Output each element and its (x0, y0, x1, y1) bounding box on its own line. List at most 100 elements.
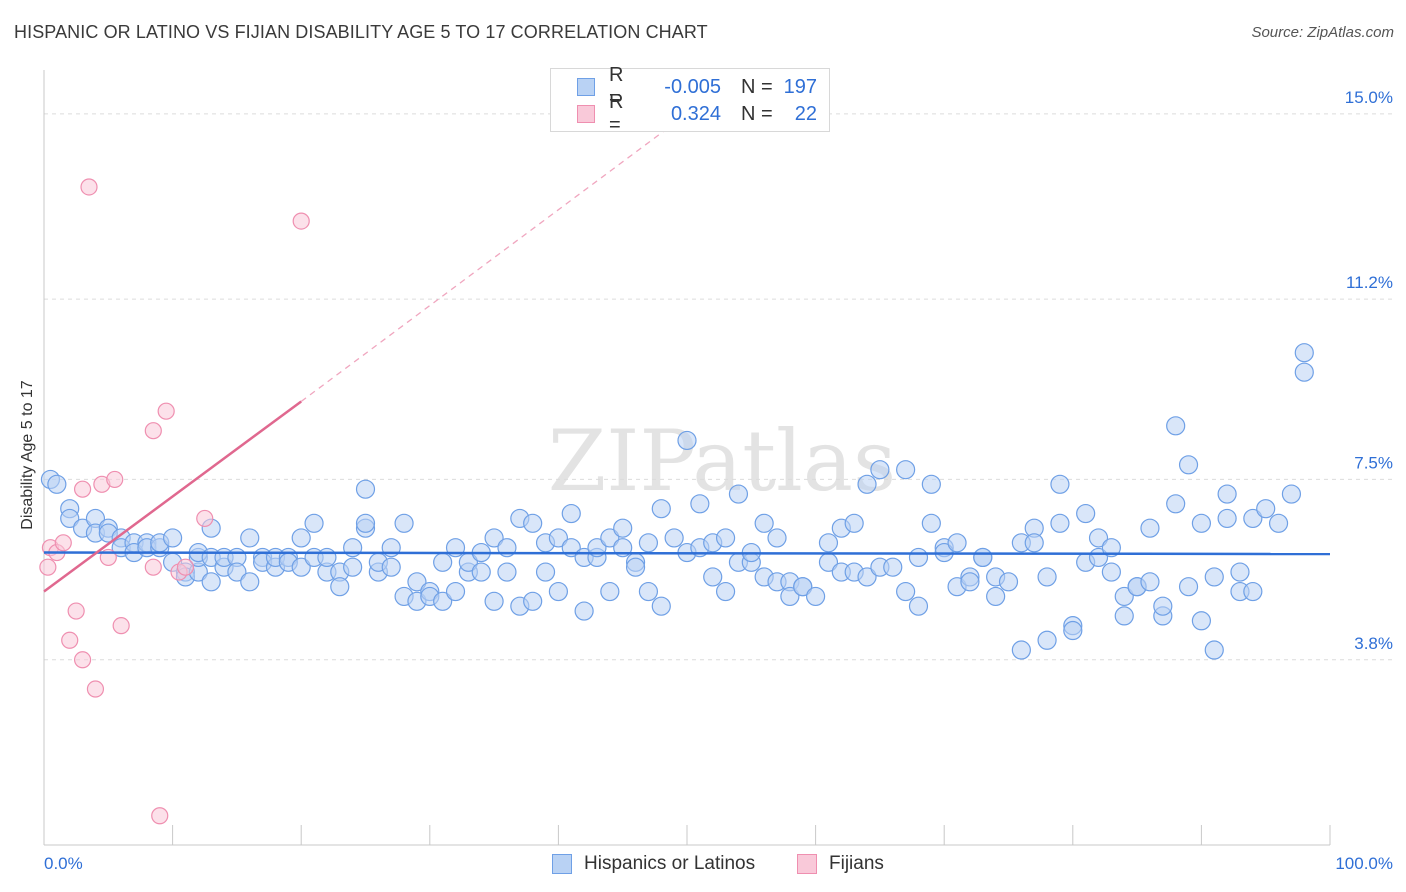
fijian-trend-extension (300, 113, 688, 402)
hispanic-point (857, 474, 877, 494)
hispanic-point (523, 513, 543, 533)
hispanic-point (1166, 416, 1186, 436)
hispanic-point (291, 528, 311, 548)
hispanic-point (896, 581, 916, 602)
hispanic-point (690, 494, 710, 514)
hispanic-point (394, 513, 414, 533)
hispanic-point (638, 581, 659, 602)
hispanic-point (651, 499, 671, 519)
hispanic-point (1217, 484, 1237, 504)
hispanic-point (857, 567, 877, 587)
hispanic-point (908, 547, 929, 568)
hispanic-point (548, 528, 569, 548)
bottom-legend-hispanic: Hispanics or Latinos (552, 852, 755, 876)
y-tick-label: 3.8% (1354, 634, 1393, 653)
y-axis-label: Disability Age 5 to 17 (19, 380, 36, 530)
hispanic-point (343, 557, 363, 577)
fijian-point (39, 558, 57, 576)
hispanic-point (355, 479, 376, 499)
fijian-point (67, 602, 85, 620)
hispanic-trend-line (43, 551, 1331, 556)
legend-swatch-hispanic (577, 78, 595, 96)
hispanic-point (973, 547, 993, 568)
hispanic-point (780, 586, 800, 607)
hispanic-point (433, 591, 453, 611)
legend-n-value: 22 (794, 102, 817, 125)
hispanic-point (291, 557, 311, 577)
hispanic-point (1101, 538, 1121, 558)
fijian-point (176, 558, 195, 576)
hispanic-point (1166, 494, 1186, 514)
hispanic-point (651, 596, 671, 616)
legend-row-fijian: R = 0.324 N = 22 (551, 91, 817, 136)
hispanic-point (767, 528, 787, 548)
hispanic-point (201, 572, 221, 592)
chart-title: HISPANIC OR LATINO VS FIJIAN DISABILITY … (14, 22, 708, 42)
fijian-point (86, 680, 105, 698)
hispanic-point (60, 508, 80, 529)
legend-n-label: N = (741, 102, 773, 125)
fijian-point (144, 558, 162, 576)
fijian-trend-line (43, 400, 302, 593)
hispanic-point (240, 572, 260, 592)
hispanic-point (754, 513, 774, 533)
hispanic-point (947, 533, 967, 553)
hispanic-point (1256, 499, 1276, 519)
hispanic-point (1140, 572, 1160, 592)
stats-legend: R = -0.005 N = 197 R = 0.324 N = 22 (550, 64, 830, 136)
hispanic-point (1050, 474, 1070, 494)
hispanic-point (330, 577, 350, 597)
hispanic-point (715, 581, 736, 602)
y-tick-label: 11.2% (1346, 273, 1393, 292)
hispanic-point (1217, 508, 1237, 529)
fijian-point (54, 534, 72, 552)
hispanic-point (998, 572, 1019, 592)
hispanic-point (1037, 567, 1057, 587)
hispanic-point (1114, 586, 1134, 607)
hispanic-point (1153, 596, 1173, 616)
hispanic-point (1140, 518, 1160, 538)
hispanic-point (1178, 577, 1199, 597)
hispanic-point (1011, 640, 1031, 660)
fijian-point (144, 422, 162, 440)
x-tick-label: 0.0% (44, 854, 83, 873)
hispanic-point (535, 562, 556, 582)
legend-n-label: N = (741, 75, 773, 98)
bottom-legend-label-hispanic: Hispanics or Latinos (584, 853, 756, 874)
bottom-legend-fijian: Fijians (797, 852, 884, 876)
legend-n-value: 197 (783, 75, 817, 98)
hispanic-point (1243, 508, 1263, 529)
hispanic-point (818, 533, 839, 553)
hispanic-point (703, 567, 723, 587)
hispanic-point (497, 562, 517, 582)
hispanic-point (407, 572, 427, 592)
hispanic-point (677, 430, 697, 451)
hispanic-point (1050, 513, 1070, 533)
hispanic-point (471, 562, 491, 582)
hispanic-point (1024, 533, 1044, 553)
x-tick-label: 100.0% (1335, 854, 1393, 873)
hispanic-point (883, 557, 903, 577)
hispanic-point (484, 591, 504, 611)
hispanic-point (1063, 620, 1083, 641)
hispanic-point (600, 581, 620, 602)
y-tick-label: 15.0% (1345, 88, 1393, 107)
hispanic-point (1191, 611, 1212, 631)
legend-r-label: R = (609, 91, 624, 136)
legend-row-hispanic: R = -0.005 N = 197 (551, 64, 817, 109)
hispanic-point (523, 591, 543, 611)
fijian-point (196, 509, 214, 528)
hispanic-point (1191, 513, 1212, 533)
legend-swatch-fijian (577, 105, 595, 123)
hispanic-point (625, 557, 646, 577)
hispanic-point (1281, 484, 1302, 504)
hispanic-point (921, 513, 941, 533)
fijian-point (106, 470, 124, 489)
hispanic-point (715, 528, 736, 548)
hispanic-point (227, 562, 247, 582)
fijian-point (80, 178, 98, 196)
hispanic-point (1101, 562, 1121, 582)
hispanic-point (1294, 343, 1314, 363)
hispanic-point (355, 513, 376, 533)
